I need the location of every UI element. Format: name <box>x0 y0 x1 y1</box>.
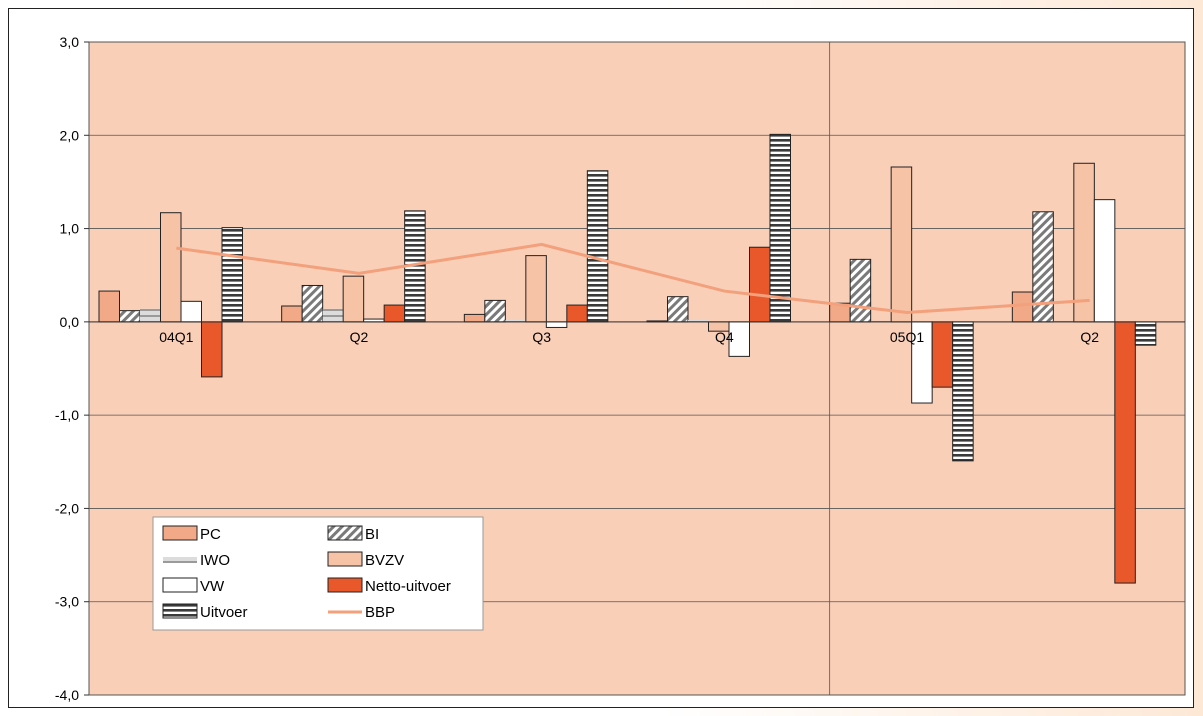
x-tick-label: Q3 <box>532 329 551 345</box>
bar-iwo <box>688 319 709 322</box>
legend-swatch-pc <box>162 525 198 541</box>
bar-netto-uitvoer <box>749 246 771 323</box>
bar-netto-uitvoer <box>566 304 588 323</box>
bar-pc <box>463 313 486 323</box>
bar-uitvoer <box>1134 321 1157 346</box>
y-tick-label: -1,0 <box>55 407 79 423</box>
y-tick-label: 1,0 <box>60 221 80 237</box>
legend-label: IWO <box>200 552 230 569</box>
bar-bvzv <box>890 166 913 323</box>
legend-swatch-bvzv <box>327 551 363 567</box>
x-tick-label: 05Q1 <box>890 329 924 345</box>
bar-pc <box>1011 291 1034 323</box>
x-tick-label: Q2 <box>1080 329 1099 345</box>
bar-bvzv <box>525 255 547 323</box>
x-tick-label: 04Q1 <box>159 329 193 345</box>
bar-vw <box>180 300 202 323</box>
bar-pc <box>281 305 303 323</box>
x-tick-label: Q4 <box>715 329 734 345</box>
legend-swatch-vw <box>162 577 198 593</box>
legend-label: Netto-uitvoer <box>365 578 451 595</box>
legend-label: PC <box>200 526 221 543</box>
legend-label: VW <box>200 578 225 595</box>
bar-bi <box>119 310 141 323</box>
bar-netto-uitvoer <box>931 321 954 388</box>
legend-label: BVZV <box>365 552 404 569</box>
bar-uitvoer <box>769 133 791 323</box>
bar-uitvoer <box>586 170 609 323</box>
legend-swatch-netto-uitvoer <box>327 577 363 593</box>
bar-bvzv <box>342 275 365 323</box>
legend-label: Uitvoer <box>200 604 248 621</box>
legend-label: BI <box>365 526 379 543</box>
legend-box <box>152 516 484 631</box>
bar-pc <box>98 290 120 323</box>
chart: -4,0 -3,0 -2,0 -1,0 0,0 1,0 2,0 3,0 04Q1 Q2 Q3 Q4 05… <box>55 34 1186 703</box>
line-bbp <box>176 242 1090 315</box>
bar-bi <box>484 299 506 323</box>
bar-uitvoer <box>221 227 243 323</box>
bar-iwo <box>322 308 344 322</box>
bar-bi <box>667 296 689 323</box>
bar-bi <box>849 258 872 323</box>
y-tick-label: 2,0 <box>60 127 80 143</box>
bar-netto-uitvoer <box>1114 321 1136 584</box>
bar-netto-uitvoer <box>201 321 223 378</box>
bar-iwo <box>140 308 161 322</box>
chart-frame: -4,0 -3,0 -2,0 -1,0 0,0 1,0 2,0 3,0 04Q1 Q2 Q3 Q4 05… <box>8 8 1194 708</box>
legend-swatch-bi <box>327 525 363 541</box>
legend-label: BBP <box>365 604 395 621</box>
bar-vw <box>1093 199 1116 323</box>
x-tick-label: Q2 <box>350 329 369 345</box>
bar-netto-uitvoer <box>383 304 406 323</box>
y-tick-label: -3,0 <box>55 594 79 610</box>
y-tick-label: -2,0 <box>55 500 79 516</box>
bar-uitvoer <box>952 321 974 462</box>
y-tick-label: -4,0 <box>55 687 79 703</box>
legend-swatch-iwo <box>163 557 197 563</box>
legend-swatch-uitvoer <box>162 603 198 619</box>
bar-bvzv <box>160 212 182 323</box>
bar-iwo <box>505 319 526 322</box>
bar-bvzv <box>1073 162 1095 323</box>
y-tick-label: 0,0 <box>60 314 80 330</box>
bar-vw <box>545 321 568 328</box>
bar-bi <box>301 284 324 323</box>
y-tick-label: 3,0 <box>60 34 80 50</box>
